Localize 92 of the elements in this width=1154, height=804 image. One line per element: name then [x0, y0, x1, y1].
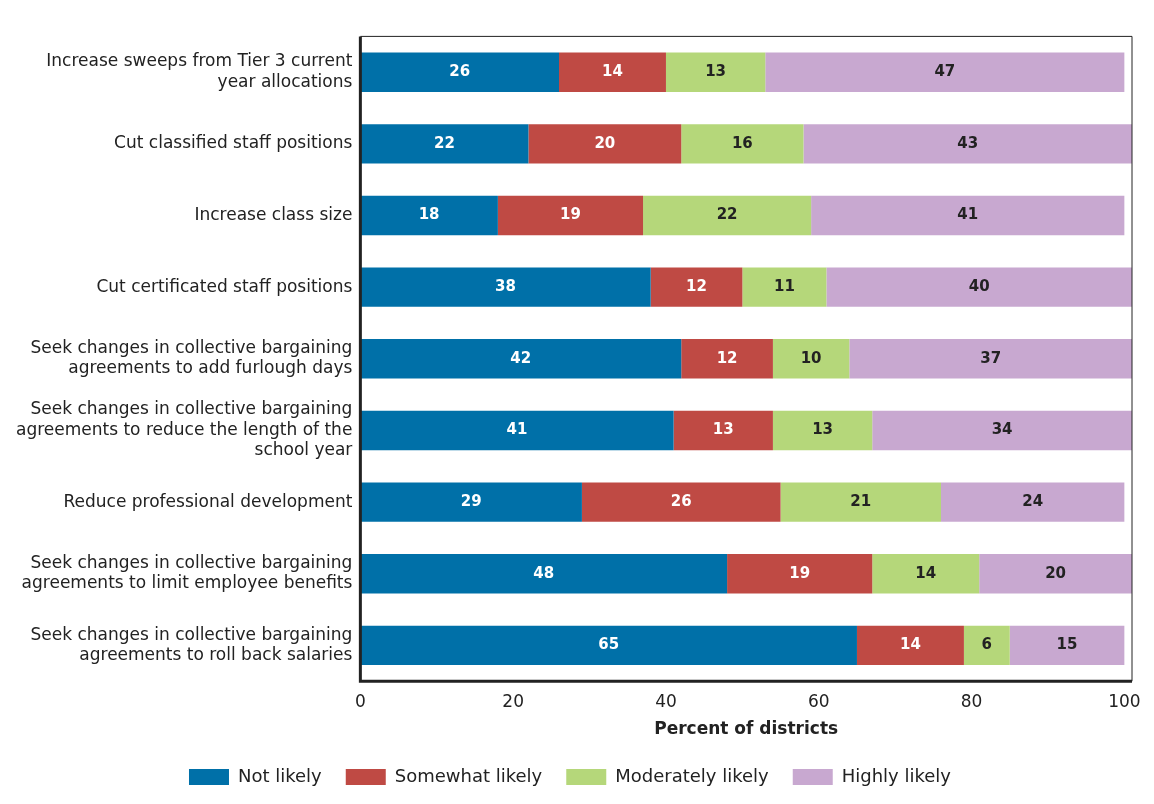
bar	[849, 339, 1132, 379]
data-label: 37	[980, 348, 1002, 367]
y-tick-label: Increase class size	[194, 203, 353, 224]
bar	[979, 554, 1132, 594]
data-label: 12	[716, 348, 738, 367]
bar	[360, 410, 674, 451]
legend-label: Not likely	[237, 764, 323, 786]
bar	[360, 554, 728, 594]
x-tick-label: 100	[1108, 690, 1141, 711]
data-label: 14	[900, 635, 921, 654]
data-label: 26	[670, 491, 692, 510]
bar	[360, 124, 529, 164]
legend-label: Highly likely	[841, 764, 952, 786]
data-label: 20	[594, 133, 616, 152]
data-label: 10	[800, 348, 822, 367]
bar	[826, 267, 1132, 307]
data-label: 15	[1056, 635, 1078, 654]
bar	[360, 625, 857, 666]
data-label: 38	[495, 277, 516, 296]
x-tick-label: 40	[655, 690, 677, 711]
y-tick-label: Reduce professional development	[63, 490, 353, 511]
bar	[360, 339, 682, 379]
bar	[811, 195, 1125, 236]
data-label: 6	[981, 635, 993, 654]
bar	[360, 195, 498, 236]
data-label: 20	[1045, 563, 1067, 582]
bar	[681, 339, 773, 379]
bar	[643, 195, 812, 236]
y-tick-label: Cut classified staff positions	[114, 132, 353, 153]
data-label: 21	[850, 491, 872, 510]
bar	[360, 267, 651, 307]
data-label: 42	[510, 348, 532, 367]
data-label: 40	[968, 277, 990, 296]
legend-label: Somewhat likely	[394, 764, 543, 786]
data-label: 22	[433, 133, 455, 152]
data-label: 41	[506, 420, 528, 439]
bar	[742, 267, 827, 307]
bar	[665, 52, 766, 92]
data-label: 19	[789, 563, 811, 582]
bar	[856, 625, 964, 666]
bar	[559, 52, 666, 92]
x-tick-label: 80	[960, 690, 983, 711]
x-tick-label: 20	[502, 690, 524, 711]
legend-label: Moderately likely	[615, 764, 770, 786]
bar	[360, 482, 582, 522]
bar	[963, 625, 1010, 666]
data-label: 29	[460, 491, 482, 510]
y-tick-label: Increase sweeps from Tier 3 current year allocations	[46, 50, 353, 91]
x-tick-label: 0	[354, 690, 366, 711]
bar	[727, 554, 873, 594]
bar	[803, 124, 1132, 164]
bar	[765, 52, 1125, 92]
bar	[772, 339, 850, 379]
data-label: 22	[716, 205, 738, 224]
data-label: 14	[602, 62, 623, 81]
y-tick-label: Seek changes in collective bargaining agreements to limit employee benefits	[21, 551, 353, 593]
bar	[681, 124, 804, 164]
bar	[650, 267, 743, 307]
y-tick-label: Cut certificated staff positions	[96, 275, 353, 296]
y-tick-label: Seek changes in collective bargaining agreements to roll back salaries	[30, 623, 353, 664]
data-label: 16	[731, 133, 753, 152]
data-label: 48	[533, 563, 555, 582]
bar	[941, 482, 1125, 522]
y-tick-label: Seek changes in collective bargaining agreements to add furlough days	[30, 337, 353, 378]
data-label: 11	[773, 277, 795, 296]
data-label: 14	[915, 563, 937, 582]
bar	[872, 410, 1132, 451]
data-label: 12	[686, 277, 707, 296]
y-tick-label: Seek changes in collective bargaining agreements to reduce the length of the school year	[15, 398, 353, 460]
bar	[872, 554, 980, 594]
data-label: 47	[934, 62, 956, 81]
data-label: 13	[712, 420, 734, 439]
bar	[772, 410, 873, 451]
bar	[581, 482, 781, 522]
bar	[528, 124, 682, 164]
x-tick-label: 60	[807, 690, 830, 711]
data-label: 18	[418, 205, 440, 224]
bar	[360, 52, 559, 92]
data-label: 34	[991, 420, 1013, 439]
bar	[497, 195, 644, 236]
data-label: 13	[705, 62, 727, 81]
bar	[1009, 625, 1125, 666]
data-label: 19	[560, 205, 581, 224]
data-label: 26	[449, 62, 471, 81]
bar	[673, 410, 773, 451]
data-label: 43	[957, 133, 979, 152]
data-label: 65	[598, 635, 620, 654]
data-label: 24	[1022, 491, 1044, 510]
data-label: 13	[812, 420, 834, 439]
x-axis-title: Percent of districts	[654, 718, 839, 739]
data-label: 41	[957, 205, 979, 224]
bar	[780, 482, 941, 522]
